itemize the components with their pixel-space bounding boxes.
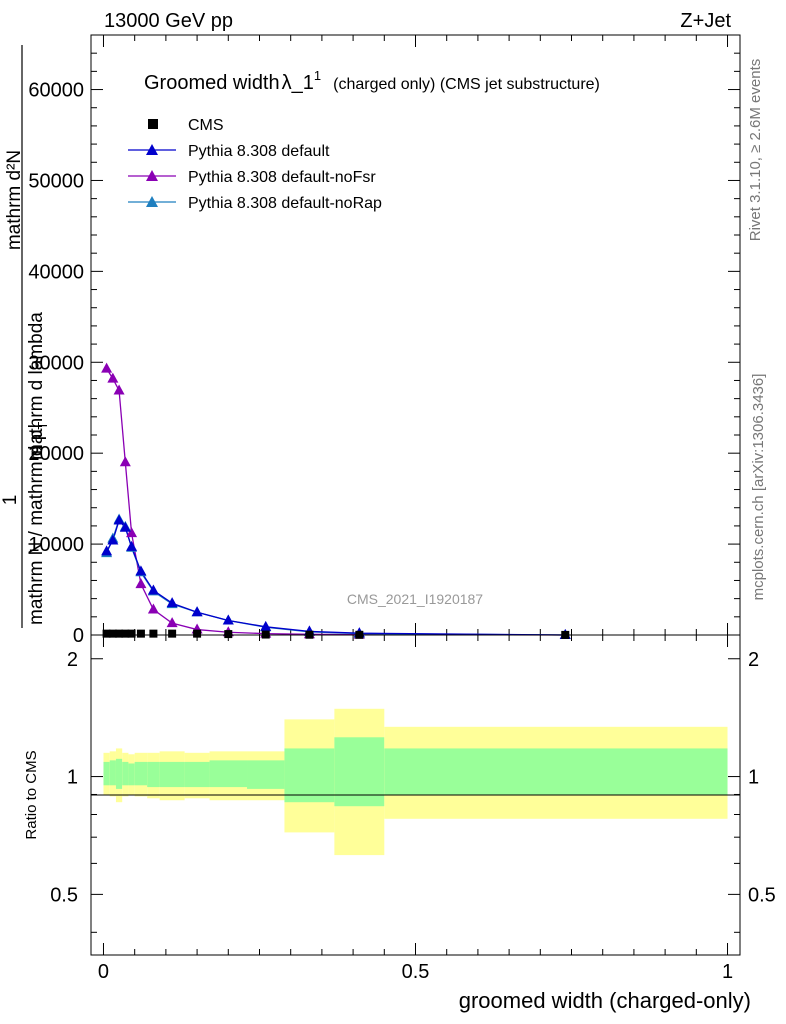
ratio-ytick-label-right: 2	[748, 649, 759, 671]
chart-title-suffix: (charged only) (CMS jet substructure)	[333, 76, 600, 93]
ratio-band-inner	[109, 760, 116, 786]
point-nofsr	[166, 617, 178, 628]
ratio-panel: 0.5 0.5 1 1 2 2 0 0.5 1 Ratio to CMS groomed wid…	[23, 634, 776, 1013]
legend-marker-cms	[148, 119, 158, 129]
point-default	[101, 545, 113, 556]
ratio-band-inner	[334, 737, 385, 807]
main-series-layer	[101, 362, 571, 639]
mcplots-label: mcplots.cern.ch [arXiv:1306.3436]	[750, 374, 767, 601]
ytick-label: 20000	[28, 443, 84, 465]
ratio-band-inner	[159, 761, 185, 788]
point-cms	[102, 629, 111, 638]
point-nofsr	[101, 362, 113, 373]
legend-marker-default	[146, 144, 158, 155]
energy-label: 13000 GeV pp	[104, 10, 233, 32]
main-ylabel-numerator: 1	[0, 495, 21, 506]
ytick-label: 0	[73, 625, 84, 647]
main-ylabel-main: mathrm N / mathrm d pT	[26, 422, 50, 625]
point-nofsr	[113, 384, 125, 395]
point-default	[147, 584, 159, 595]
ytick-label: 40000	[28, 261, 84, 283]
chart-title-symbol: λ_1	[282, 72, 314, 94]
ratio-band-inner	[147, 761, 160, 788]
ratio-ytick-label-right: 0.5	[748, 884, 776, 906]
point-cms	[136, 629, 145, 638]
xtick-label: 0.5	[402, 961, 430, 983]
point-cms	[168, 629, 177, 638]
point-default	[126, 540, 138, 551]
ratio-band-inner	[115, 758, 123, 789]
ratio-band-inner	[209, 760, 248, 788]
process-label: Z+Jet	[680, 10, 731, 32]
series-line-default	[106, 519, 566, 636]
ratio-band-inner	[134, 761, 148, 786]
xtick-label: 0	[98, 961, 109, 983]
rivet-label: Rivet 3.1.10, ≥ 2.6M events	[747, 59, 764, 242]
watermark: CMS_2021_I1920187	[347, 591, 483, 607]
point-cms	[121, 629, 130, 638]
ratio-band-inner	[128, 763, 135, 786]
point-default	[135, 565, 147, 576]
point-default	[166, 597, 178, 608]
xtick-label: 1	[722, 961, 733, 983]
chart-title-superscript: 1	[314, 68, 321, 83]
point-cms	[115, 629, 124, 638]
main-ylabel-denominator: mathrm d²N	[4, 150, 25, 250]
x-axis-label: groomed width (charged-only)	[459, 988, 751, 1013]
point-nofsr	[107, 372, 119, 383]
ratio-band-inner	[103, 761, 110, 786]
point-default	[107, 534, 119, 545]
point-cms	[193, 629, 202, 638]
legend-label-cms: CMS	[188, 117, 224, 134]
point-default	[222, 614, 234, 625]
legend-marker-norap	[146, 196, 158, 207]
main-panel: 0 10000 20000 30000 40000 50000 60000 CMS_2021…	[0, 34, 741, 647]
legend-label-nofsr: Pythia 8.308 default-noFsr	[188, 169, 376, 186]
point-cms	[149, 629, 158, 638]
main-ylabel: 1 mathrm d²N mathrm N / mathrm d pT math…	[0, 45, 50, 628]
series-line-nofsr	[106, 368, 566, 636]
point-default	[113, 514, 125, 525]
chart-title: Groomed width λ_11 (charged only) (CMS jet…	[144, 68, 600, 94]
ytick-label: 50000	[28, 170, 84, 192]
point-cms	[127, 629, 136, 638]
legend-label-default: Pythia 8.308 default	[188, 143, 330, 160]
legend-marker-nofsr	[146, 170, 158, 181]
ratio-ytick-label-right: 1	[748, 767, 759, 789]
ratio-ytick-label-left: 0.5	[50, 884, 78, 906]
point-default	[119, 521, 131, 532]
point-nofsr	[126, 527, 138, 538]
ratio-band-inner	[284, 748, 335, 803]
ratio-band-inner	[247, 760, 285, 789]
ratio-band-inner	[122, 761, 129, 786]
ytick-label: 60000	[28, 80, 84, 102]
point-default	[191, 606, 203, 617]
ratio-ytick-label-left: 2	[67, 649, 78, 671]
ratio-ylabel: Ratio to CMS	[23, 750, 40, 839]
point-nofsr	[119, 456, 131, 467]
ytick-label: 30000	[28, 352, 84, 374]
series-line-norap	[106, 518, 566, 636]
point-cms	[224, 630, 233, 639]
point-nofsr	[135, 578, 147, 589]
ytick-label: 10000	[28, 534, 84, 556]
legend: CMS Pythia 8.308 default Pythia 8.308 de…	[128, 117, 382, 212]
main-ytick-labels: 0 10000 20000 30000 40000 50000 60000	[28, 80, 84, 647]
point-nofsr	[147, 603, 159, 614]
point-cms	[108, 629, 117, 638]
ratio-band-inner	[184, 761, 210, 788]
legend-label-norap: Pythia 8.308 default-noRap	[188, 195, 382, 212]
ratio-band-inner	[384, 748, 728, 795]
point-default	[260, 620, 272, 631]
main-ylabel-tail: mathrm d lambda	[26, 312, 47, 460]
ratio-axis-ticks: 0.5 0.5 1 1 2 2 0 0.5 1	[50, 635, 776, 983]
chart-title-main: Groomed width	[144, 72, 280, 94]
ratio-bands	[103, 708, 728, 856]
ratio-ytick-label-left: 1	[67, 767, 78, 789]
